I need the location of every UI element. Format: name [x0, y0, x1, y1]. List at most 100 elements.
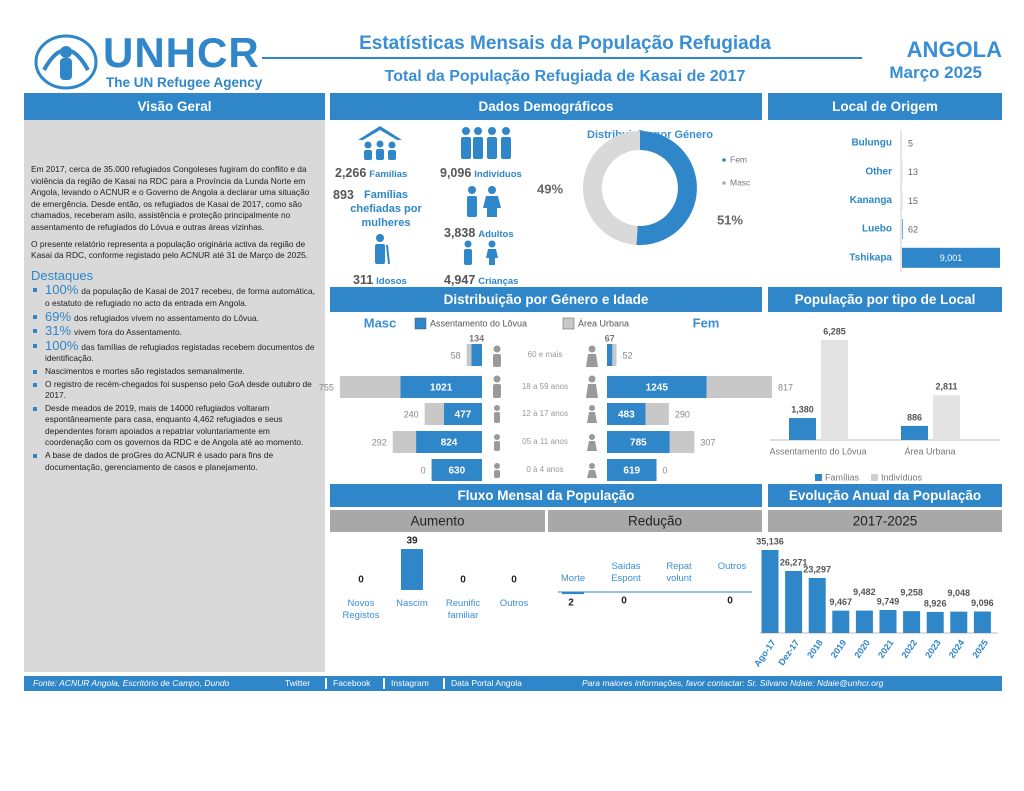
legend-label: Área Urbana	[578, 318, 629, 328]
category-label: Morte	[560, 573, 586, 584]
legend-swatch	[815, 474, 822, 481]
stat-value: 311	[353, 273, 374, 287]
logo-text: UNHCR	[103, 29, 260, 76]
value-label: 5	[908, 138, 913, 148]
value-label: 39	[406, 536, 418, 547]
category-label: Saidas Espont	[611, 561, 641, 584]
bar	[832, 610, 850, 633]
value-label: 0	[511, 575, 517, 586]
legend-swatch	[871, 474, 878, 481]
footer-bar	[24, 676, 1002, 691]
value-label: 9,096	[971, 598, 994, 608]
section-title: Dados Demográficos	[478, 99, 613, 114]
value-label: 23,297	[803, 564, 831, 574]
category-label: Luebo	[862, 224, 892, 235]
legend-label: Famílias	[825, 472, 860, 482]
footer-contact: Para maiores informações, favor contacta…	[582, 678, 884, 688]
age-label: 18 a 59 anos	[522, 382, 568, 391]
separator	[325, 678, 327, 689]
value-label: 0	[727, 596, 733, 607]
stat: 3,838 Adultos	[444, 223, 514, 242]
value-label: 630	[448, 466, 465, 477]
bar	[855, 610, 873, 633]
legend-swatch	[414, 317, 427, 330]
highlight-text: da população de Kasai de 2017 recebeu, d…	[45, 286, 315, 308]
section-title: Redução	[628, 514, 682, 529]
bar	[607, 403, 646, 425]
section-title: Fluxo Mensal da População	[457, 488, 634, 503]
pie-label: 51%	[717, 212, 743, 227]
bar	[821, 340, 848, 440]
value-label: 1245	[646, 383, 669, 394]
value-label: 307	[700, 437, 715, 447]
bar	[607, 431, 670, 453]
stat-value: 9,096	[440, 166, 472, 180]
overview-text: Em 2017, cerca de 35.000 refugiados Cong…	[31, 164, 316, 474]
footer-link[interactable]: Facebook	[333, 678, 371, 688]
section-title: Distribuição por Género e Idade	[444, 292, 649, 307]
separator	[443, 678, 445, 689]
value-label: 134	[469, 333, 484, 343]
value-label: 290	[675, 409, 690, 419]
value-label: 6,285	[823, 326, 846, 336]
highlight-value: 31%	[45, 323, 72, 339]
value-label: 0	[621, 596, 627, 607]
highlight-text: dos refugiados vivem no assentamento do …	[74, 312, 259, 323]
category-label: Outros	[717, 561, 747, 572]
category-label: 2025	[970, 638, 990, 660]
value-label: 8,926	[924, 598, 947, 608]
stat: 9,096 Indivíduos	[440, 163, 522, 182]
highlight: O registro de recém-chegados foi suspens…	[31, 379, 316, 402]
bar	[401, 549, 423, 590]
value-label: 240	[404, 409, 419, 419]
bar	[903, 611, 921, 633]
bar	[612, 344, 617, 366]
page-title: Estatísticas Mensais da População Refugi…	[359, 33, 771, 54]
value-label: 9,258	[900, 588, 923, 598]
footer-link[interactable]: Twitter	[285, 678, 311, 688]
category-label: 2019	[829, 638, 849, 660]
pie-label: 49%	[537, 182, 563, 197]
bar	[645, 403, 669, 425]
section-title: Visão Geral	[137, 99, 211, 114]
bar	[706, 376, 772, 398]
highlight-text: das famílias de refugiados registadas re…	[45, 341, 315, 364]
category-label: Assentamento do Lôvua	[769, 446, 866, 456]
category-label: Reunific familiar	[445, 598, 481, 621]
bar	[562, 592, 584, 595]
value-label: 0	[358, 575, 364, 586]
value-label: 886	[907, 412, 922, 422]
highlight-text: Nascimentos e mortes são registados sema…	[45, 365, 245, 376]
bar	[607, 376, 707, 398]
legend-swatch	[722, 181, 726, 185]
category-label: Ago-17	[752, 638, 778, 669]
stat-value: 893	[333, 188, 354, 202]
stat: 311 Idosos	[353, 270, 407, 289]
section-bar	[330, 510, 545, 532]
value-label: 824	[441, 438, 458, 449]
bar	[950, 611, 968, 633]
section-title: População por tipo de Local	[795, 292, 976, 307]
value-label: 619	[623, 466, 640, 477]
footer-link[interactable]: Instagram	[391, 678, 429, 688]
category-label: Other	[865, 166, 892, 177]
footer-link[interactable]: Data Portal Angola	[451, 678, 522, 688]
value-label: 755	[319, 382, 334, 392]
category-label: Área Urbana	[904, 446, 955, 456]
category-label: 2020	[852, 638, 872, 660]
value-label: 817	[778, 382, 793, 392]
footer-source: Fonte: ACNUR Angola, Escritório de Campo…	[33, 678, 230, 688]
logo-subtitle: The UN Refugee Agency	[106, 75, 263, 90]
section-title: 2017-2025	[853, 514, 918, 529]
value-label: 52	[623, 350, 633, 360]
separator	[383, 678, 385, 689]
bar	[669, 431, 695, 453]
age-icons	[493, 345, 598, 478]
age-label: 0 à 4 anos	[526, 465, 563, 474]
stat-label: Crianças	[478, 276, 519, 287]
value-label: 58	[451, 350, 461, 360]
stat-label: Idosos	[376, 276, 407, 287]
